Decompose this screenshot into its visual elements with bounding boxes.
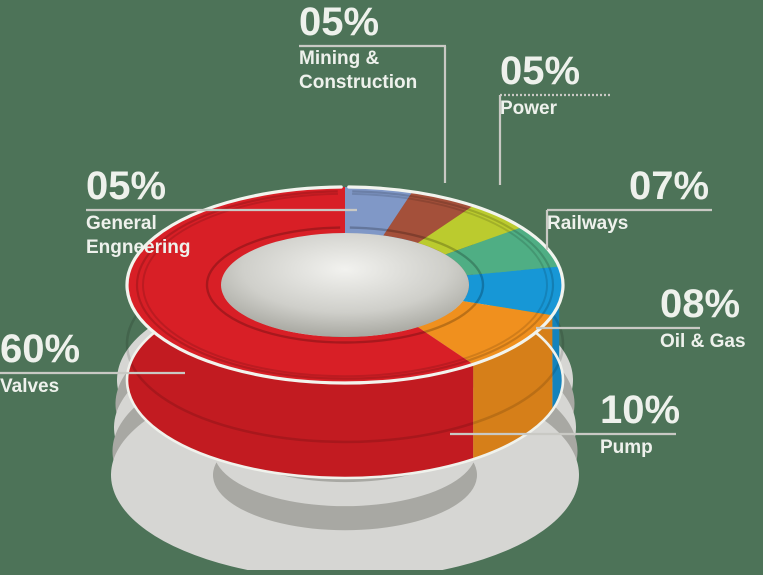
svg-text:Valves: Valves bbox=[0, 376, 59, 397]
svg-text:Pump: Pump bbox=[600, 437, 653, 458]
svg-text:10%: 10% bbox=[600, 388, 680, 432]
svg-text:Mining &: Mining & bbox=[299, 48, 379, 69]
svg-text:05%: 05% bbox=[86, 164, 166, 208]
svg-text:07%: 07% bbox=[629, 164, 709, 208]
svg-text:05%: 05% bbox=[299, 0, 379, 44]
svg-text:60%: 60% bbox=[0, 327, 80, 371]
svg-text:08%: 08% bbox=[660, 282, 740, 326]
svg-text:Power: Power bbox=[500, 98, 558, 119]
svg-text:Engneering: Engneering bbox=[86, 237, 191, 258]
svg-text:Construction: Construction bbox=[299, 72, 417, 93]
svg-text:05%: 05% bbox=[500, 49, 580, 93]
svg-text:General: General bbox=[86, 213, 157, 234]
svg-text:Oil & Gas: Oil & Gas bbox=[660, 331, 746, 352]
svg-text:Railways: Railways bbox=[547, 213, 628, 234]
